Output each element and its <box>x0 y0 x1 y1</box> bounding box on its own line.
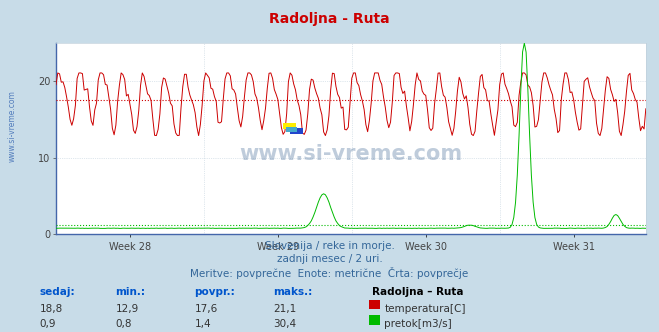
Text: min.:: min.: <box>115 287 146 297</box>
Text: 18,8: 18,8 <box>40 304 63 314</box>
Text: 30,4: 30,4 <box>273 319 297 329</box>
Text: povpr.:: povpr.: <box>194 287 235 297</box>
Text: Radoljna - Ruta: Radoljna - Ruta <box>269 12 390 26</box>
Text: 21,1: 21,1 <box>273 304 297 314</box>
Text: 1,4: 1,4 <box>194 319 211 329</box>
Text: maks.:: maks.: <box>273 287 313 297</box>
Text: Meritve: povprečne  Enote: metrične  Črta: povprečje: Meritve: povprečne Enote: metrične Črta:… <box>190 267 469 279</box>
Text: Slovenija / reke in morje.: Slovenija / reke in morje. <box>264 241 395 251</box>
Text: 0,8: 0,8 <box>115 319 132 329</box>
Text: www.si-vreme.com: www.si-vreme.com <box>239 144 463 164</box>
Text: sedaj:: sedaj: <box>40 287 75 297</box>
Text: temperatura[C]: temperatura[C] <box>384 304 466 314</box>
Text: 12,9: 12,9 <box>115 304 138 314</box>
FancyBboxPatch shape <box>286 127 297 132</box>
Text: zadnji mesec / 2 uri.: zadnji mesec / 2 uri. <box>277 254 382 264</box>
Text: 0,9: 0,9 <box>40 319 56 329</box>
Text: pretok[m3/s]: pretok[m3/s] <box>384 319 452 329</box>
Text: www.si-vreme.com: www.si-vreme.com <box>8 90 17 162</box>
Text: 17,6: 17,6 <box>194 304 217 314</box>
FancyBboxPatch shape <box>289 128 302 134</box>
Text: Radoljna – Ruta: Radoljna – Ruta <box>372 287 464 297</box>
FancyBboxPatch shape <box>283 124 296 129</box>
